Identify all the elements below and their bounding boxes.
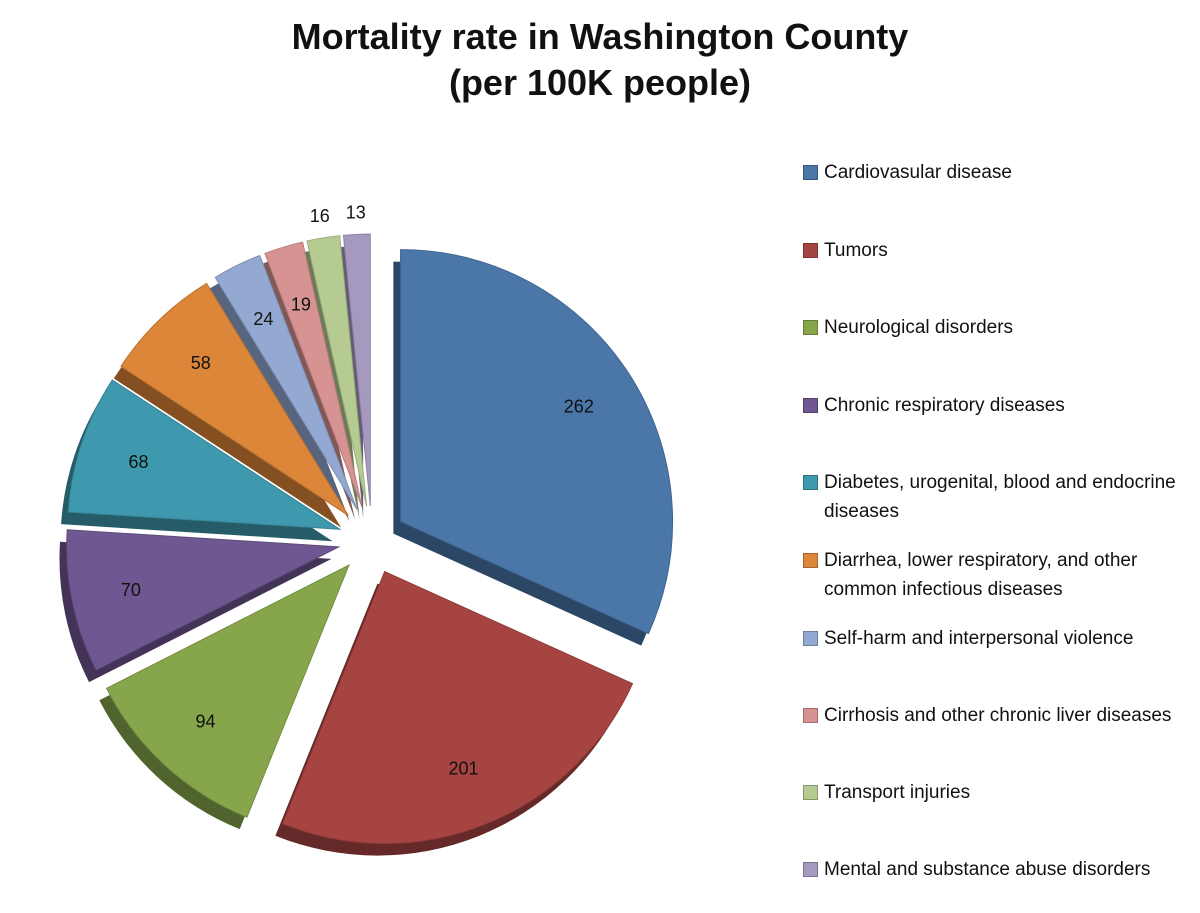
legend-swatch bbox=[803, 631, 818, 646]
chart-title-line-2: (per 100K people) bbox=[448, 62, 752, 103]
legend-swatch bbox=[803, 165, 818, 180]
data-label: 19 bbox=[291, 294, 311, 314]
legend-item: Diarrhea, lower respiratory, and other c… bbox=[803, 546, 1194, 604]
legend-label: Diabetes, urogenital, blood and endocrin… bbox=[824, 472, 1176, 522]
legend-label: Mental and substance abuse disorders bbox=[824, 859, 1151, 880]
legend-label: Cardiovasular disease bbox=[824, 162, 1012, 183]
pie-slice-side bbox=[208, 267, 350, 522]
data-label: 201 bbox=[448, 759, 478, 779]
data-label: 13 bbox=[346, 202, 366, 222]
chart-title: Mortality rate in Washington County (per… bbox=[0, 14, 1200, 106]
pie-slice[interactable] bbox=[105, 563, 350, 818]
data-label: 58 bbox=[191, 353, 211, 373]
pie-slice[interactable] bbox=[66, 529, 341, 671]
data-label: 68 bbox=[128, 452, 148, 472]
legend-item: Cardiovasular disease bbox=[803, 158, 1194, 187]
legend-item: Tumors bbox=[803, 236, 1194, 265]
legend-item: Transport injuries bbox=[803, 778, 1194, 807]
legend-label: Chronic respiratory diseases bbox=[824, 395, 1065, 416]
legend-item: Cirrhosis and other chronic liver diseas… bbox=[803, 701, 1194, 730]
legend-label: Diarrhea, lower respiratory, and other c… bbox=[824, 550, 1138, 600]
pie-slice[interactable] bbox=[120, 282, 349, 516]
legend-swatch bbox=[803, 398, 818, 413]
legend-swatch bbox=[803, 243, 818, 258]
legend-item: Chronic respiratory diseases bbox=[803, 391, 1194, 420]
data-label: 94 bbox=[196, 711, 216, 731]
legend-label: Neurological disorders bbox=[824, 317, 1014, 338]
legend-label: Tumors bbox=[824, 240, 888, 261]
legend-swatch bbox=[803, 553, 818, 568]
data-label: 262 bbox=[564, 397, 594, 417]
legend-swatch bbox=[803, 475, 818, 490]
legend-item: Diabetes, urogenital, blood and endocrin… bbox=[803, 468, 1194, 526]
legend-swatch bbox=[803, 320, 818, 335]
legend-item: Self-harm and interpersonal violence bbox=[803, 624, 1194, 653]
pie-slice[interactable] bbox=[400, 249, 673, 635]
pie-slice[interactable] bbox=[306, 235, 368, 507]
legend-swatch bbox=[803, 708, 818, 723]
legend-item: Mental and substance abuse disorders bbox=[803, 855, 1194, 884]
pie-slice[interactable] bbox=[67, 379, 342, 530]
legend-item: Neurological disorders bbox=[803, 313, 1194, 342]
pie-slice[interactable] bbox=[281, 570, 634, 845]
pie-slice[interactable] bbox=[342, 233, 371, 507]
pie-slice[interactable] bbox=[264, 241, 363, 508]
legend-label: Self-harm and interpersonal violence bbox=[824, 628, 1134, 649]
pie-slice[interactable] bbox=[214, 254, 358, 510]
legend-swatch bbox=[803, 862, 818, 877]
pie-chart: 262 201 94 70 68 58 24 19 16 13 bbox=[59, 202, 673, 856]
legend-label: Cirrhosis and other chronic liver diseas… bbox=[824, 705, 1172, 726]
legend-label: Transport injuries bbox=[824, 782, 971, 803]
data-label: 70 bbox=[121, 580, 141, 600]
data-label: 16 bbox=[310, 206, 330, 226]
chart-title-line-1: Mortality rate in Washington County bbox=[291, 16, 909, 57]
data-label: 24 bbox=[253, 309, 273, 329]
legend-swatch bbox=[803, 785, 818, 800]
